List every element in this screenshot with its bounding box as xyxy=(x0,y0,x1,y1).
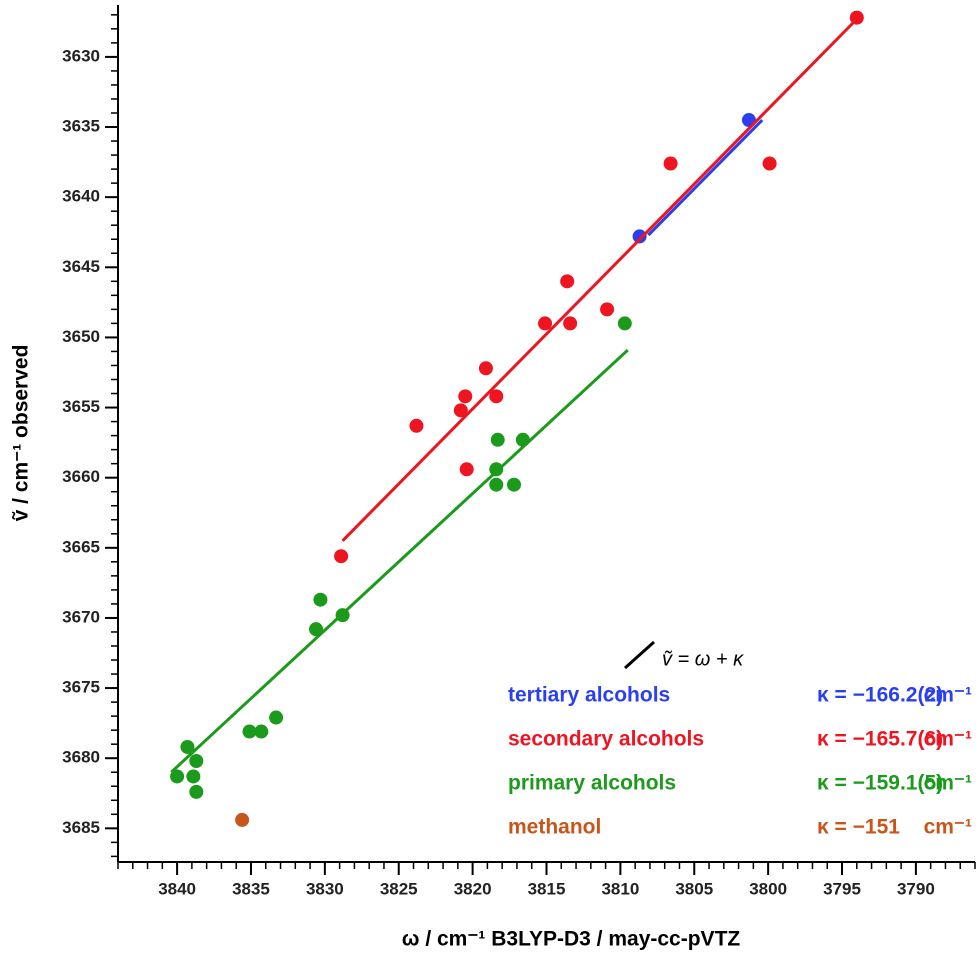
fit-line xyxy=(170,348,629,774)
point xyxy=(308,622,323,637)
x-tick-label: 3840 xyxy=(158,879,196,898)
legend-unit: cm⁻¹ xyxy=(924,772,972,795)
y-tick-label: 3655 xyxy=(62,397,100,416)
legend-name: tertiary alcohols xyxy=(508,684,670,707)
point xyxy=(490,432,505,447)
y-tick-label: 3670 xyxy=(62,607,100,626)
x-tick-label: 3830 xyxy=(306,879,344,898)
point xyxy=(189,754,204,769)
legend-unit: cm⁻¹ xyxy=(924,728,972,751)
point xyxy=(189,784,204,799)
x-tick-label: 3795 xyxy=(823,879,861,898)
point xyxy=(489,389,504,404)
y-tick-label: 3660 xyxy=(62,467,100,486)
x-tick-label: 3800 xyxy=(749,879,787,898)
point xyxy=(170,769,185,784)
y-tick-label: 3685 xyxy=(62,818,100,837)
y-axis-label: ṽ / cm⁻¹ observed xyxy=(10,345,33,522)
legend-name: primary alcohols xyxy=(508,772,676,795)
point xyxy=(515,432,530,447)
legend-kappa: κ = −151 xyxy=(817,816,900,839)
point xyxy=(617,316,632,331)
fit-line xyxy=(647,118,764,237)
equation-line xyxy=(623,640,656,670)
point xyxy=(632,229,647,244)
x-tick-label: 3790 xyxy=(897,879,935,898)
point xyxy=(762,156,777,171)
point xyxy=(506,477,521,492)
point xyxy=(563,316,578,331)
y-tick-label: 3645 xyxy=(62,257,100,276)
fit-line xyxy=(341,16,860,542)
y-tick-label: 3640 xyxy=(62,187,100,206)
point xyxy=(180,739,195,754)
point xyxy=(335,608,350,623)
point xyxy=(560,274,575,289)
legend-unit: cm⁻¹ xyxy=(924,684,972,707)
point xyxy=(489,477,504,492)
y-tick-label: 3650 xyxy=(62,327,100,346)
x-tick-label: 3815 xyxy=(528,879,566,898)
point xyxy=(663,156,678,171)
x-tick-label: 3835 xyxy=(232,879,270,898)
point xyxy=(313,592,328,607)
x-tick-label: 3825 xyxy=(380,879,418,898)
point xyxy=(409,418,424,433)
point xyxy=(453,403,468,418)
point xyxy=(459,462,474,477)
equation: ṽ = ω + κ xyxy=(662,648,744,670)
y-tick-label: 3675 xyxy=(62,678,100,697)
point xyxy=(186,769,201,784)
point xyxy=(269,710,284,725)
y-tick-label: 3635 xyxy=(62,117,100,136)
point xyxy=(538,316,553,331)
point xyxy=(254,724,269,739)
y-tick-label: 3665 xyxy=(62,537,100,556)
point xyxy=(458,389,473,404)
point xyxy=(489,462,504,477)
x-tick-label: 3820 xyxy=(454,879,492,898)
x-axis-label: ω / cm⁻¹ B3LYP-D3 / may-cc-pVTZ xyxy=(402,928,741,951)
y-tick-label: 3680 xyxy=(62,748,100,767)
legend-name: methanol xyxy=(508,816,601,839)
point xyxy=(849,10,864,25)
x-tick-label: 3810 xyxy=(601,879,639,898)
point xyxy=(235,812,250,827)
legend-name: secondary alcohols xyxy=(508,728,704,751)
x-tick-label: 3805 xyxy=(675,879,713,898)
y-tick-label: 3630 xyxy=(62,46,100,65)
legend-kappa: κ = −166.2(2) xyxy=(817,684,943,707)
point xyxy=(242,724,257,739)
legend-kappa: κ = −159.1(5) xyxy=(817,772,943,795)
legend-unit: cm⁻¹ xyxy=(924,816,972,839)
point xyxy=(478,361,493,376)
point xyxy=(334,549,349,564)
legend-kappa: κ = −165.7(6) xyxy=(817,728,943,751)
point xyxy=(600,302,615,317)
